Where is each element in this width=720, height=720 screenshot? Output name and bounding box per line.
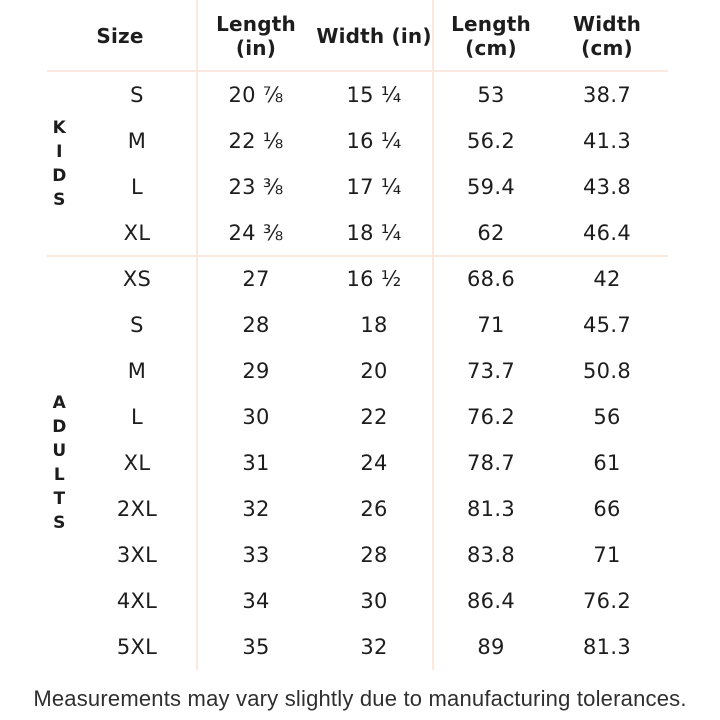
width-in-cell: 32 xyxy=(360,635,388,659)
length-cm-cell: 68.6 xyxy=(467,267,515,291)
header-line: Length xyxy=(451,12,531,36)
width-cm-cell: 42 xyxy=(593,267,621,291)
width-cm-cell: 38.7 xyxy=(583,83,631,107)
width-in-cell: 15 ¼ xyxy=(346,83,402,107)
width-cm-cell: 71 xyxy=(593,543,621,567)
length-in-cell: 20 ⅞ xyxy=(228,83,284,107)
length-cm-cell: 71 xyxy=(477,313,505,337)
length-cm-cell: 53 xyxy=(477,83,505,107)
length-in-cell: 27 xyxy=(242,267,270,291)
size-cell: 5XL xyxy=(116,635,158,659)
length-in-cell: 32 xyxy=(242,497,270,521)
size-cell: L xyxy=(131,175,143,199)
length-cm-cell: 59.4 xyxy=(467,175,515,199)
width-in-cell: 30 xyxy=(360,589,388,613)
length-cm-cell: 73.7 xyxy=(467,359,515,383)
column-header-length-cm: Length (cm) xyxy=(433,0,549,72)
width-in-cell: 20 xyxy=(360,359,388,383)
header-line: Size xyxy=(96,24,144,48)
width-in-cell: 28 xyxy=(360,543,388,567)
length-cm-cell: 83.8 xyxy=(467,543,515,567)
length-in-cell: 34 xyxy=(242,589,270,613)
length-in-cell: 33 xyxy=(242,543,270,567)
width-cm-cell: 46.4 xyxy=(583,221,631,245)
size-cell: 2XL xyxy=(116,497,158,521)
width-in-cell: 26 xyxy=(360,497,388,521)
column-divider-line-right xyxy=(432,0,434,670)
width-cm-cell: 81.3 xyxy=(583,635,631,659)
width-in-cell: 16 ¼ xyxy=(346,129,402,153)
size-cell: M xyxy=(127,129,147,153)
header-line: (in) xyxy=(235,36,277,60)
size-cell: XS xyxy=(122,267,152,291)
width-cm-cell: 43.8 xyxy=(583,175,631,199)
width-in-cell: 17 ¼ xyxy=(346,175,402,199)
section-divider-line xyxy=(47,255,668,257)
length-cm-cell: 86.4 xyxy=(467,589,515,613)
size-cell: 4XL xyxy=(116,589,158,613)
length-cm-cell: 56.2 xyxy=(467,129,515,153)
header-line: (cm) xyxy=(581,36,633,60)
width-in-cell: 18 xyxy=(360,313,388,337)
length-in-cell: 22 ⅛ xyxy=(228,129,284,153)
length-cm-cell: 89 xyxy=(477,635,505,659)
width-cm-cell: 56 xyxy=(593,405,621,429)
header-line: Width xyxy=(572,12,642,36)
size-cell: XL xyxy=(123,221,151,245)
width-cm-cell: 45.7 xyxy=(583,313,631,337)
length-in-cell: 23 ⅜ xyxy=(228,175,284,199)
width-in-cell: 16 ½ xyxy=(346,267,402,291)
column-header-length-in: Length (in) xyxy=(197,0,315,72)
width-cm-cell: 76.2 xyxy=(583,589,631,613)
group-label-adults: A D U L T S xyxy=(52,393,67,533)
column-header-size: Size xyxy=(95,0,197,72)
size-cell: M xyxy=(127,359,147,383)
header-line: Length xyxy=(216,12,296,36)
width-cm-cell: 61 xyxy=(593,451,621,475)
group-label-kids: K I D S xyxy=(52,118,67,210)
header-line: (cm) xyxy=(465,36,517,60)
size-cell: L xyxy=(131,405,143,429)
header-line: Width (in) xyxy=(316,24,432,48)
length-in-cell: 35 xyxy=(242,635,270,659)
width-cm-cell: 50.8 xyxy=(583,359,631,383)
size-cell: S xyxy=(130,313,144,337)
size-cell: 3XL xyxy=(116,543,158,567)
length-cm-cell: 78.7 xyxy=(467,451,515,475)
column-divider-line-left xyxy=(196,0,198,670)
length-in-cell: 28 xyxy=(242,313,270,337)
width-in-cell: 24 xyxy=(360,451,388,475)
length-cm-cell: 81.3 xyxy=(467,497,515,521)
size-table: Size Length (in) Width (in) Length (cm) … xyxy=(0,0,665,659)
tolerance-note: Measurements may vary slightly due to ma… xyxy=(33,686,687,711)
width-in-cell: 18 ¼ xyxy=(346,221,402,245)
length-cm-cell: 76.2 xyxy=(467,405,515,429)
column-header-width-cm: Width (cm) xyxy=(549,0,665,72)
header-divider-line xyxy=(47,70,668,72)
length-in-cell: 30 xyxy=(242,405,270,429)
length-in-cell: 24 ⅜ xyxy=(228,221,284,245)
corner-cell xyxy=(0,0,95,72)
length-in-cell: 29 xyxy=(242,359,270,383)
length-in-cell: 31 xyxy=(242,451,270,475)
length-cm-cell: 62 xyxy=(477,221,505,245)
size-cell: S xyxy=(130,83,144,107)
width-cm-cell: 66 xyxy=(593,497,621,521)
width-cm-cell: 41.3 xyxy=(583,129,631,153)
size-cell: XL xyxy=(123,451,151,475)
column-header-width-in: Width (in) xyxy=(315,0,433,72)
width-in-cell: 22 xyxy=(360,405,388,429)
